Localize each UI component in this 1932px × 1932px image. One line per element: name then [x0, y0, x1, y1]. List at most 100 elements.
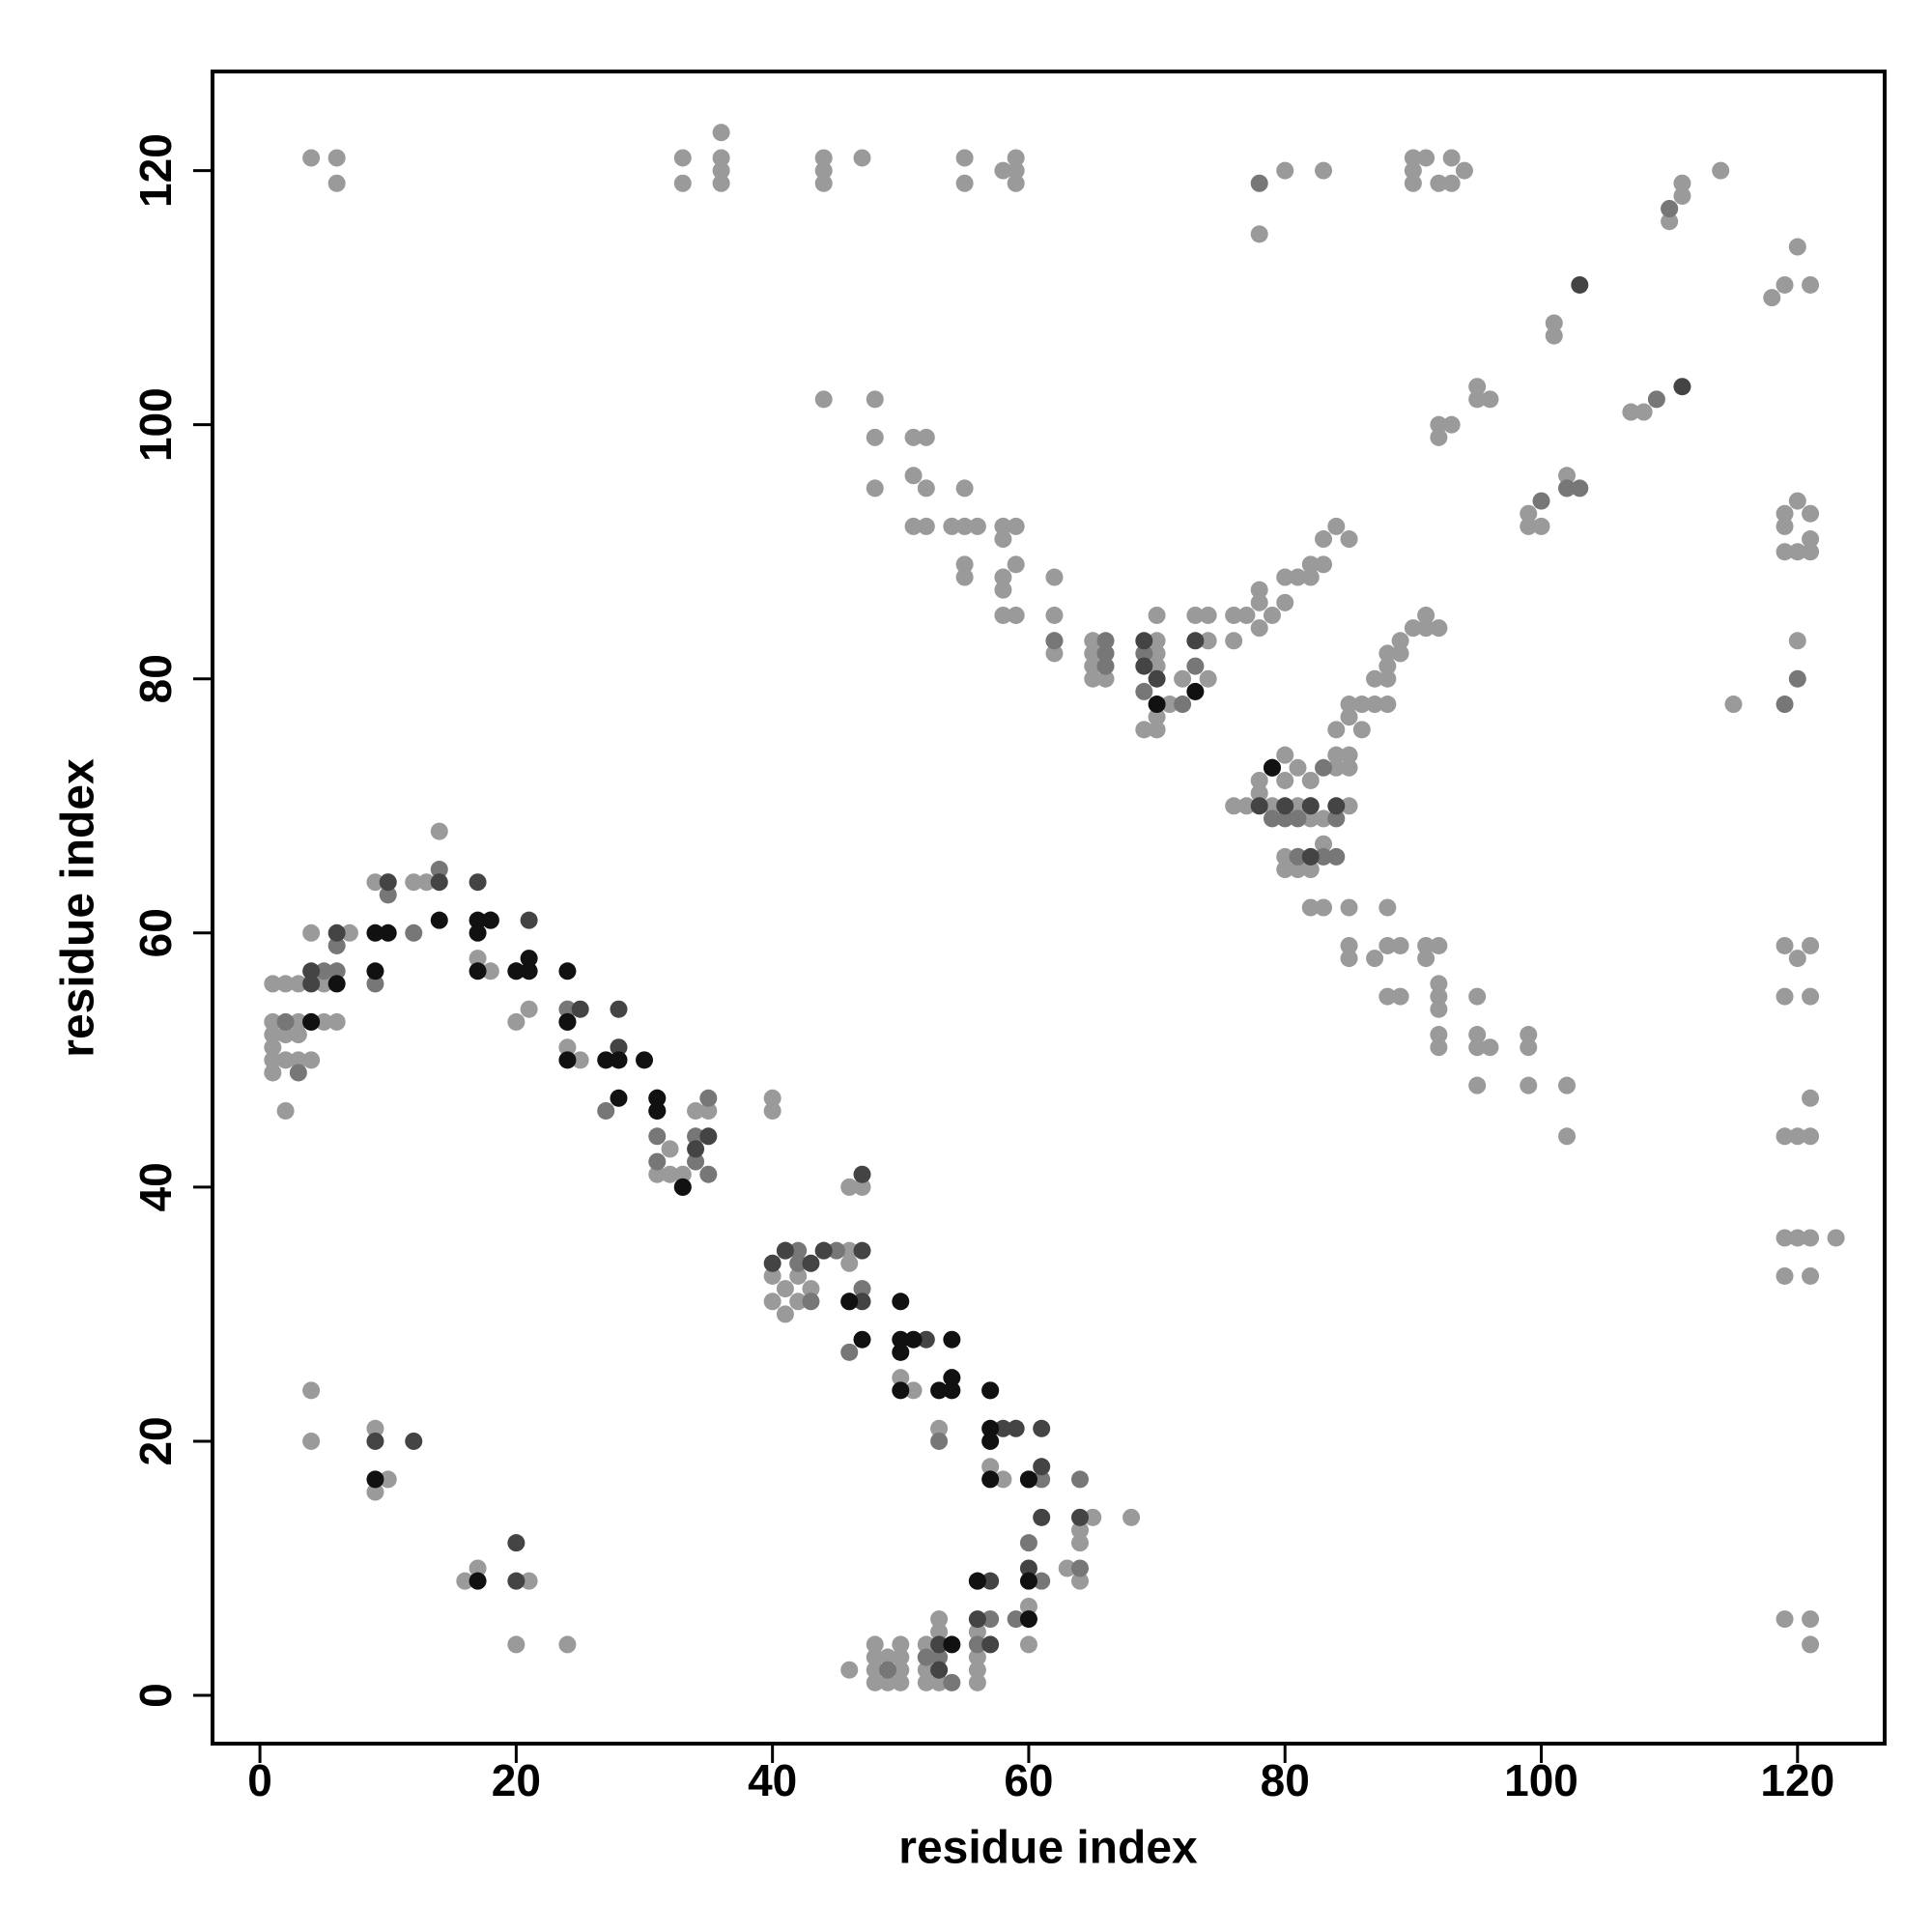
point	[1315, 847, 1333, 866]
point	[1827, 1229, 1845, 1247]
point	[1186, 606, 1205, 624]
point	[1391, 936, 1409, 954]
point	[481, 962, 499, 980]
point	[1532, 492, 1550, 510]
point	[699, 1165, 718, 1183]
point	[917, 428, 935, 446]
plot-area	[264, 124, 1845, 1691]
point	[366, 873, 384, 892]
point	[1289, 810, 1307, 828]
point	[264, 1012, 282, 1031]
point	[1174, 696, 1192, 714]
point	[687, 1127, 705, 1146]
y-tick-label: 100	[130, 387, 181, 462]
point	[827, 1241, 845, 1260]
point	[481, 911, 499, 929]
point	[1571, 479, 1589, 497]
point	[1776, 517, 1794, 535]
point	[507, 1635, 526, 1654]
point	[1468, 1038, 1487, 1057]
point	[712, 149, 730, 167]
point	[1430, 1026, 1448, 1044]
point	[327, 149, 346, 167]
point	[1301, 847, 1320, 866]
point	[1802, 543, 1820, 561]
point	[892, 1635, 910, 1654]
point	[302, 1432, 321, 1450]
point	[853, 1241, 871, 1260]
point	[1340, 758, 1358, 777]
point	[1776, 1127, 1794, 1146]
point	[289, 975, 307, 993]
point	[1802, 1610, 1820, 1629]
point	[687, 1152, 705, 1171]
point	[469, 873, 487, 892]
point	[1315, 898, 1333, 917]
point	[597, 1101, 615, 1120]
point	[1802, 1266, 1820, 1285]
point	[1148, 708, 1166, 726]
point	[981, 1470, 1000, 1489]
point	[302, 1381, 321, 1400]
point	[1276, 861, 1294, 879]
point	[904, 517, 923, 535]
point	[994, 581, 1012, 599]
point	[1802, 1089, 1820, 1107]
point	[1148, 606, 1166, 624]
point	[1199, 669, 1217, 688]
point	[699, 1089, 718, 1107]
y-tick-label: 20	[130, 1416, 181, 1465]
point	[968, 1610, 986, 1629]
point	[814, 149, 833, 167]
point	[968, 1673, 986, 1691]
point	[1340, 936, 1358, 954]
point	[981, 1381, 1000, 1400]
point	[1788, 492, 1806, 510]
point	[315, 1012, 333, 1031]
point	[1007, 161, 1025, 180]
point	[289, 1012, 307, 1031]
point	[968, 1635, 986, 1654]
point	[1148, 696, 1166, 714]
point	[1520, 504, 1538, 523]
point	[866, 1635, 884, 1654]
point	[1135, 644, 1153, 663]
point	[892, 1343, 910, 1361]
point	[1776, 1266, 1794, 1285]
point	[943, 1673, 961, 1691]
point	[1340, 898, 1358, 917]
point	[661, 1140, 679, 1158]
point	[904, 467, 923, 485]
point	[917, 1673, 935, 1691]
point	[1033, 1470, 1051, 1489]
point	[340, 923, 358, 942]
point	[1776, 696, 1794, 714]
point	[1301, 898, 1320, 917]
point	[366, 1483, 384, 1501]
point	[892, 1673, 910, 1691]
point	[1070, 1470, 1089, 1489]
point	[789, 1266, 808, 1285]
point	[1430, 174, 1448, 192]
point	[1442, 415, 1461, 434]
point	[1250, 784, 1268, 803]
point	[930, 1381, 949, 1400]
point	[366, 1419, 384, 1437]
point	[1763, 289, 1781, 307]
point	[1378, 696, 1397, 714]
point	[507, 1572, 526, 1590]
point	[1225, 797, 1243, 815]
point	[1430, 975, 1448, 993]
point	[1776, 504, 1794, 523]
point	[1340, 746, 1358, 764]
point	[315, 962, 333, 980]
point	[264, 1038, 282, 1057]
point	[687, 1140, 705, 1158]
y-tick-label: 60	[130, 908, 181, 957]
y-tick-label: 120	[130, 133, 181, 208]
point	[1788, 238, 1806, 256]
point	[1276, 746, 1294, 764]
point	[673, 1165, 692, 1183]
point	[1289, 797, 1307, 815]
point	[994, 568, 1012, 586]
